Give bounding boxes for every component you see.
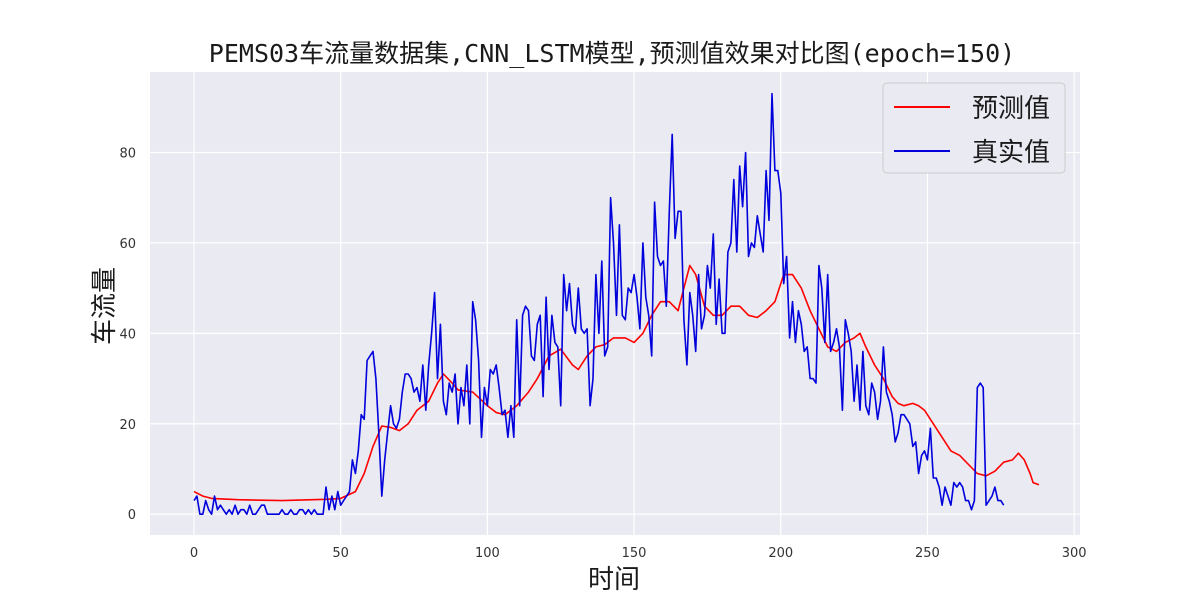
x-tick-label: 200 [768, 546, 793, 561]
x-tick-labels: 0 50 100 150 200 250 300 [190, 546, 1087, 561]
y-axis-label: 车流量 [90, 267, 120, 345]
y-tick-label: 40 [119, 327, 136, 342]
legend-label: 真实值 [972, 138, 1050, 168]
y-tick-label: 80 [119, 146, 136, 161]
series-line-actual [193, 92, 1005, 515]
x-tick-label: 150 [622, 546, 647, 561]
legend-label: 预测值 [972, 94, 1050, 124]
x-tick-label: 50 [332, 546, 349, 561]
series-line-predicted [193, 264, 1040, 502]
y-tick-label: 60 [119, 237, 136, 252]
chart-title: PEMS03车流量数据集,CNN_LSTM模型,预测值效果对比图(epoch=1… [209, 39, 1015, 68]
series-lines [193, 92, 1040, 515]
y-tick-labels: 0 20 40 60 80 [119, 146, 136, 523]
x-axis-label: 时间 [588, 565, 640, 595]
x-tick-label: 250 [915, 546, 940, 561]
y-tick-label: 0 [128, 508, 136, 523]
x-tick-label: 300 [1062, 546, 1087, 561]
x-tick-label: 0 [190, 546, 198, 561]
y-tick-label: 20 [119, 418, 136, 433]
x-tick-label: 100 [475, 546, 500, 561]
